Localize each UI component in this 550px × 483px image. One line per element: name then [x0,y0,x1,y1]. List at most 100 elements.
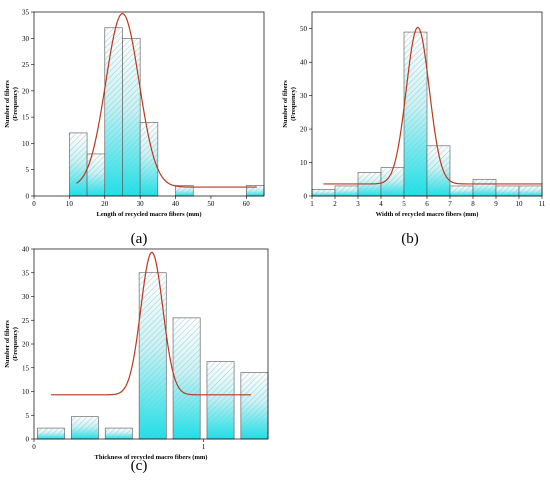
panel-a: 0 10 20 30 40 50 60 0 5 10 15 20 25 30 35 Length of r… [4,9,265,247]
y-tick-label: 0 [304,193,308,201]
bar [69,132,88,197]
panel-label: (c) [131,458,148,474]
bar [71,416,99,440]
bar-hatch [206,361,235,440]
bar [403,31,428,197]
bar-hatch [472,178,497,197]
bar-hatch [403,31,428,197]
x-tick-label: 10 [66,200,74,208]
y-ticks: 0 5 10 15 20 25 30 35 40 [22,246,34,444]
panel-label: (a) [131,231,148,247]
y-axis-label: Number of fibers [282,80,289,128]
bar-hatch [495,185,520,197]
bar-hatch [138,272,167,440]
x-tick-label: 4 [379,200,383,208]
y-tick-label: 40 [300,59,308,67]
bar [334,185,359,197]
bar [172,317,201,440]
bar [472,178,497,197]
bar [138,272,167,440]
x-tick-label: 5 [402,200,406,208]
y-tick-label: 50 [300,25,308,33]
y-axis-label: Number of fibers [4,320,11,368]
y-tick-label: 35 [22,269,30,277]
x-tick-label: 9 [494,200,498,208]
bar-hatch [240,372,269,440]
y-tick-label: 10 [22,140,30,148]
y-axis-sublabel: (Frequency) [12,327,19,361]
y-tick-label: 25 [22,61,30,69]
x-tick-label: 50 [207,200,215,208]
y-tick-label: 15 [22,114,30,122]
y-tick-label: 25 [22,317,30,325]
x-tick-label: 30 [137,200,145,208]
bar-hatch [139,122,159,197]
y-tick-label: 20 [22,87,30,95]
bar [311,189,336,197]
bar-hatch [172,317,201,440]
fit-curve [50,251,252,396]
x-tick-label: 0 [32,200,36,208]
x-tick-label: 1 [310,200,314,208]
bar-hatch [69,132,88,197]
y-ticks: 0 10 20 30 40 50 [300,25,312,201]
x-tick-label: 2 [333,200,337,208]
x-tick-label: 8 [471,200,475,208]
bar-series [69,27,265,197]
y-tick-label: 15 [22,364,30,372]
y-tick-label: 35 [22,9,30,17]
x-tick-label: 10 [516,200,524,208]
x-tick-label: 6 [425,200,429,208]
panel-label: (b) [401,231,419,247]
y-tick-label: 40 [22,246,30,254]
y-tick-label: 5 [26,412,30,420]
bar [426,145,451,197]
bar-hatch [104,427,133,440]
bar-series [311,31,543,197]
bar-hatch [449,185,474,197]
bar [240,372,269,440]
plot-frame [33,11,265,197]
fit-curve [323,26,542,185]
x-axis-label: Thickness of recycled macro fibers (mm) [95,454,208,461]
panel-b: 1 2 3 4 5 6 7 8 9 10 11 0 10 20 30 40 50 Width of recyc… [282,11,546,247]
bar [122,37,141,197]
bar-hatch [71,416,99,440]
x-ticks: 1 2 3 4 5 6 7 8 9 10 11 [310,196,546,208]
y-tick-label: 30 [300,92,308,100]
bar [449,185,474,197]
bar-hatch [104,27,123,197]
bar-hatch [122,37,141,197]
y-axis-sublabel: (Frequency) [290,87,297,121]
y-ticks: 0 5 10 15 20 25 30 35 [22,9,34,201]
bar-series [37,272,269,440]
y-tick-label: 10 [300,159,308,167]
x-tick-label: 0 [32,443,36,451]
y-tick-label: 5 [26,166,30,174]
y-axis-sublabel: (Frequency) [12,87,19,121]
bar [206,361,235,440]
y-tick-label: 10 [22,388,30,396]
bar-hatch [334,185,359,197]
y-tick-label: 0 [26,193,30,201]
x-tick-label: 60 [243,200,251,208]
bar [104,27,123,197]
y-tick-label: 0 [26,436,30,444]
x-tick-label: 1 [202,443,206,451]
x-tick-label: 7 [448,200,452,208]
bar [495,185,520,197]
bar-hatch [311,189,336,197]
y-tick-label: 30 [22,35,30,43]
x-tick-label: 11 [539,200,546,208]
y-tick-label: 30 [22,293,30,301]
x-axis-label: Width of recycled macro fibers (mm) [376,211,479,218]
bar [139,122,159,197]
y-tick-label: 20 [300,126,308,134]
bar [380,167,405,197]
fit-curve [76,12,257,188]
y-tick-label: 20 [22,341,30,349]
bar-hatch [37,427,65,440]
